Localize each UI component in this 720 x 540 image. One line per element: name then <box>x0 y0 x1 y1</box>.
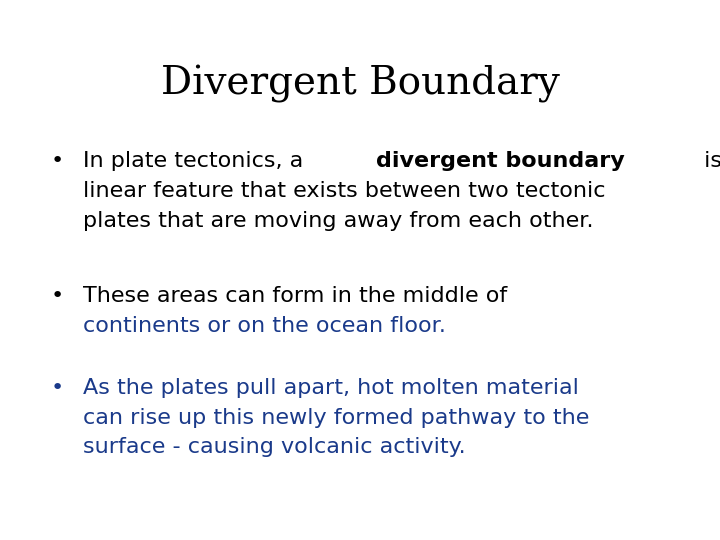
Text: divergent boundary: divergent boundary <box>376 151 625 171</box>
Text: These areas can form in the middle of: These areas can form in the middle of <box>83 286 507 306</box>
Text: plates that are moving away from each other.: plates that are moving away from each ot… <box>83 211 593 231</box>
Text: linear feature that exists between two tectonic: linear feature that exists between two t… <box>83 181 606 201</box>
Text: In plate tectonics, a: In plate tectonics, a <box>83 151 310 171</box>
Text: is a: is a <box>697 151 720 171</box>
Text: Divergent Boundary: Divergent Boundary <box>161 65 559 103</box>
Text: continents or on the ocean floor.: continents or on the ocean floor. <box>83 316 446 336</box>
Text: •: • <box>50 378 63 398</box>
Text: can rise up this newly formed pathway to the: can rise up this newly formed pathway to… <box>83 408 589 428</box>
Text: As the plates pull apart, hot molten material: As the plates pull apart, hot molten mat… <box>83 378 579 398</box>
Text: surface - causing volcanic activity.: surface - causing volcanic activity. <box>83 437 465 457</box>
Text: •: • <box>50 286 63 306</box>
Text: •: • <box>50 151 63 171</box>
